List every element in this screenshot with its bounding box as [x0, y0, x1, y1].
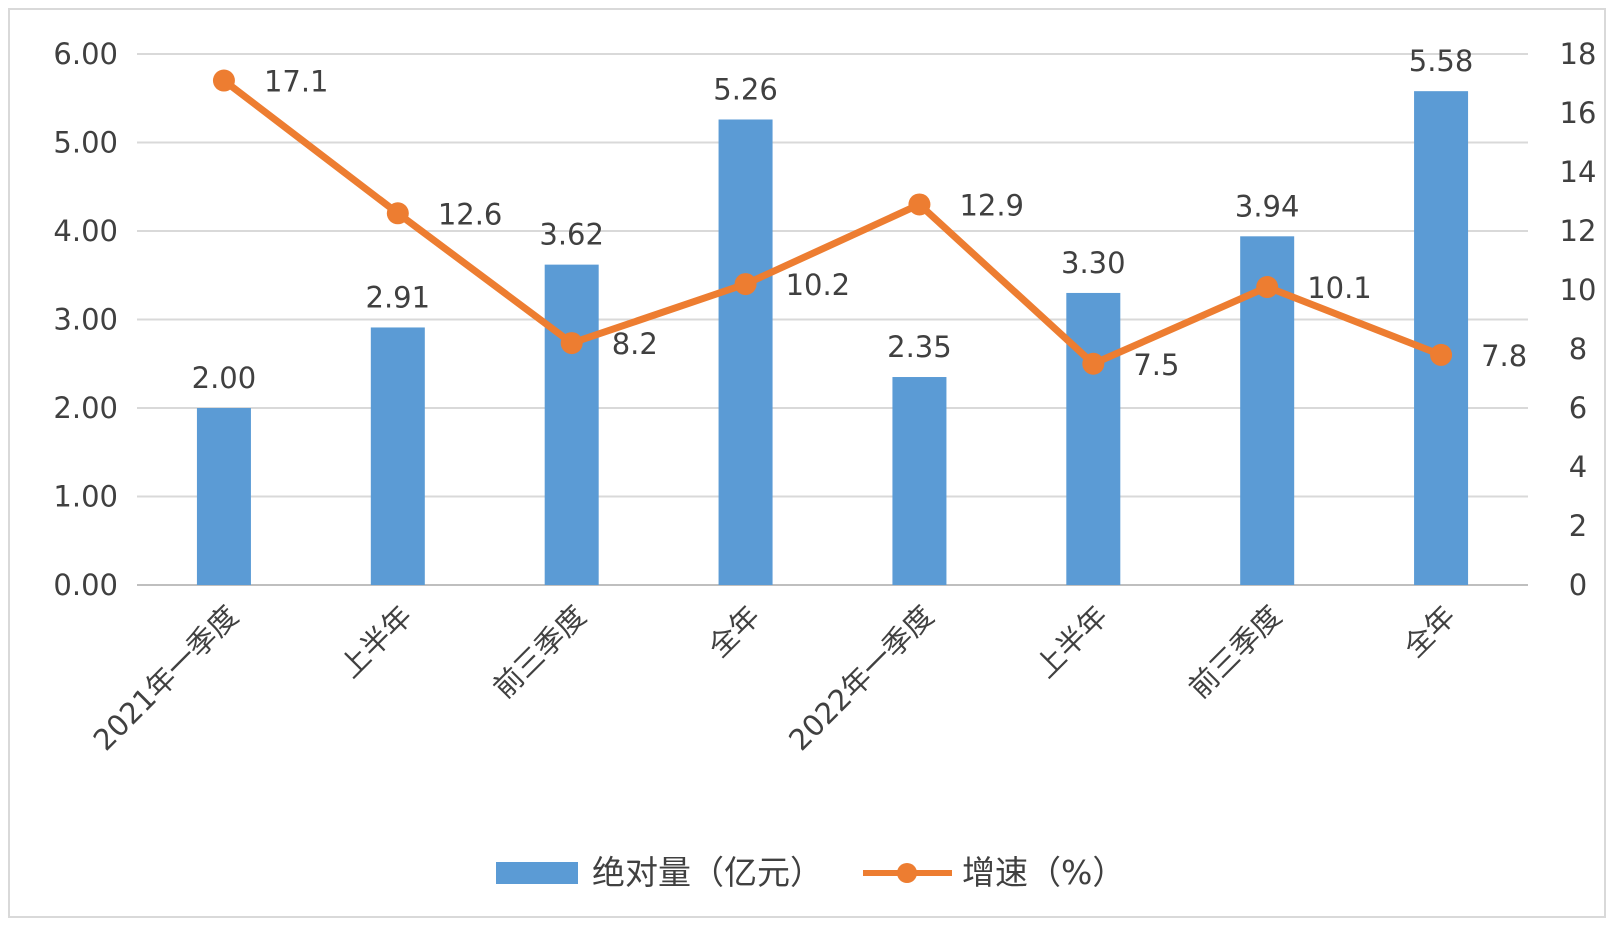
- category-label: 上半年: [333, 599, 419, 685]
- line-marker: [212, 69, 235, 92]
- category-label: 全年: [1397, 599, 1462, 664]
- right-tick-label: 2: [1569, 509, 1587, 543]
- line-value-label: 10.1: [1307, 271, 1372, 305]
- legend-swatch-bar: [496, 862, 578, 884]
- right-tick-label: 6: [1569, 391, 1587, 425]
- bar-value-label: 2.91: [366, 280, 431, 314]
- left-tick-label: 3.00: [53, 303, 118, 337]
- line-marker: [1256, 276, 1279, 299]
- left-tick-label: 0.00: [53, 568, 118, 602]
- category-label: 2021年一季度: [87, 599, 245, 757]
- bar: [1066, 292, 1121, 585]
- line-value-label: 17.1: [264, 65, 329, 99]
- category-axis: 2021年一季度 上半年 前三季度 全年 2022年一季度 上半年 前三季度 全年: [87, 599, 1462, 757]
- bar: [544, 264, 599, 585]
- bar: [370, 327, 425, 585]
- category-label: 上半年: [1029, 599, 1115, 685]
- legend-label-line: 增速（%）: [962, 853, 1125, 892]
- bar-value-label: 5.26: [713, 72, 778, 106]
- line-value-label: 7.5: [1133, 348, 1179, 382]
- left-tick-label: 4.00: [53, 214, 118, 248]
- category-label: 前三季度: [487, 599, 593, 705]
- line-value-label: 7.8: [1481, 339, 1527, 373]
- bar-value-label: 5.58: [1409, 44, 1474, 78]
- bar: [892, 377, 947, 585]
- bar: [718, 119, 773, 586]
- line-value-label: 8.2: [612, 327, 658, 361]
- left-tick-label: 1.00: [53, 480, 118, 514]
- line-marker: [734, 273, 757, 296]
- bar-series: [196, 91, 1469, 586]
- line-marker: [560, 332, 583, 355]
- category-label: 前三季度: [1182, 599, 1288, 705]
- bar: [1414, 91, 1469, 586]
- right-axis: 0 2 4 6 8 10 12 14 16 18: [1560, 37, 1597, 602]
- left-axis: 0.00 1.00 2.00 3.00 4.00 5.00 6.00: [53, 37, 118, 602]
- line-value-label: 12.6: [438, 197, 503, 231]
- bar-value-label: 2.35: [887, 330, 952, 364]
- line-series: [212, 69, 1453, 375]
- bar-value-label: 3.30: [1061, 246, 1126, 280]
- bar-value-label: 3.94: [1235, 189, 1300, 223]
- category-label: 全年: [701, 599, 766, 664]
- line-marker: [386, 202, 409, 225]
- chart-frame: [8, 8, 1606, 918]
- right-tick-label: 8: [1569, 332, 1587, 366]
- data-labels: 2.00 2.91 3.62 5.26 2.35 3.30 3.94 5.58 17.1 12.6…: [192, 44, 1528, 395]
- line-marker: [1430, 343, 1453, 366]
- right-tick-label: 10: [1560, 273, 1597, 307]
- legend: 绝对量（亿元） 增速（%）: [496, 853, 1125, 892]
- bar-value-label: 3.62: [539, 218, 604, 252]
- left-tick-label: 2.00: [53, 391, 118, 425]
- line-marker: [908, 193, 931, 216]
- line-value-label: 12.9: [959, 188, 1024, 222]
- left-tick-label: 6.00: [53, 37, 118, 71]
- right-tick-label: 12: [1560, 214, 1597, 248]
- right-tick-label: 18: [1560, 37, 1597, 71]
- category-label: 2022年一季度: [782, 599, 940, 757]
- right-tick-label: 0: [1569, 568, 1587, 602]
- legend-label-bar: 绝对量（亿元）: [592, 853, 823, 892]
- legend-swatch-marker: [897, 863, 917, 883]
- gridlines: [137, 53, 1528, 586]
- right-tick-label: 16: [1560, 96, 1597, 130]
- bar: [196, 408, 251, 585]
- left-tick-label: 5.00: [53, 126, 118, 160]
- line-value-label: 10.2: [786, 268, 851, 302]
- line-marker: [1082, 352, 1105, 375]
- right-tick-label: 14: [1560, 155, 1597, 189]
- right-tick-label: 4: [1569, 450, 1587, 484]
- bar-value-label: 2.00: [192, 361, 257, 395]
- growth-line: [220, 77, 1445, 368]
